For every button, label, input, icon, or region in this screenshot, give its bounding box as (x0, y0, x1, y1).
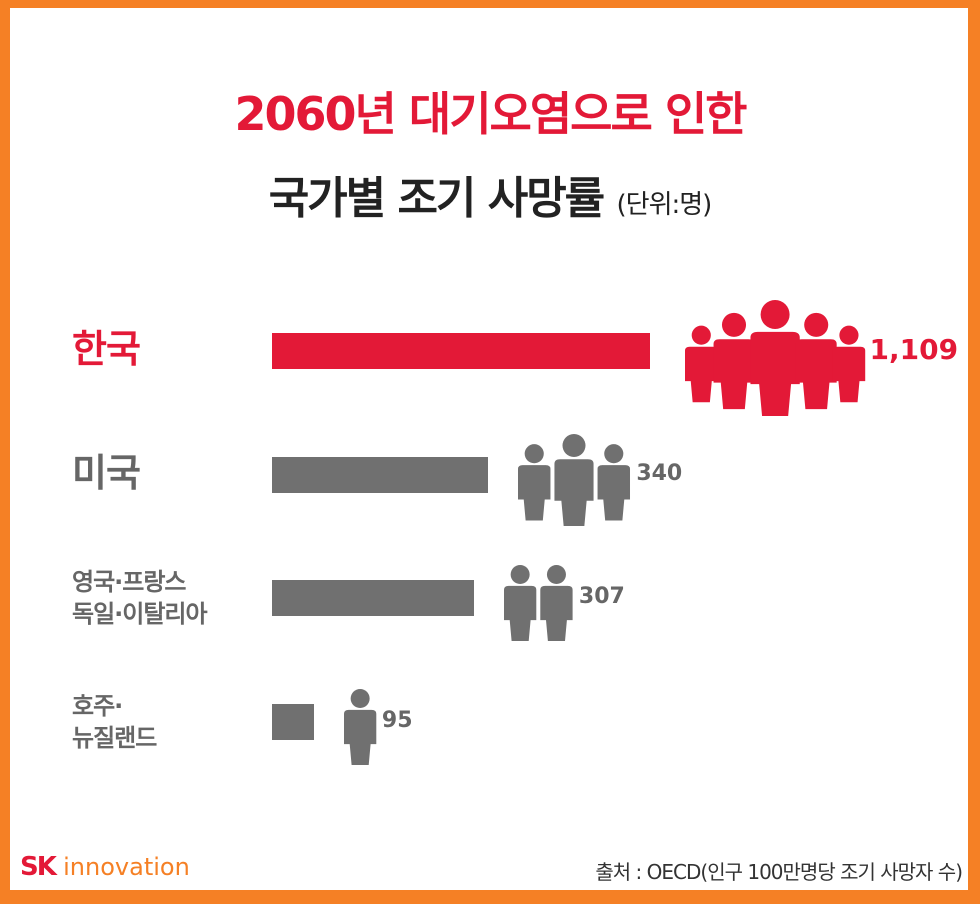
category-label-line: 영국·프랑스 (72, 568, 187, 596)
logo-sk: SK (20, 852, 57, 882)
category-label-line: 한국 (72, 327, 141, 371)
source-note: 출처 : OECD(인구 100만명당 조기 사망자 수) (595, 860, 963, 884)
bar (272, 457, 489, 493)
value-label: 1,109 (869, 333, 959, 366)
person-icon (750, 300, 801, 416)
title-line2: 국가별 조기 사망률 (단위:명) (0, 162, 980, 226)
value-label: 307 (578, 584, 625, 609)
people-icons (685, 300, 866, 416)
person-icon (597, 444, 631, 521)
person-icon (343, 689, 376, 765)
category-label-line: 호주· (72, 692, 123, 720)
value-label: 340 (636, 461, 683, 486)
person-icon (832, 325, 866, 403)
person-icon (713, 312, 755, 410)
category-label-line: 미국 (72, 451, 141, 495)
people-icons (343, 689, 376, 765)
person-icon (554, 434, 594, 526)
bar (272, 333, 651, 369)
bar (272, 704, 314, 740)
panel (10, 8, 968, 890)
person-icon (685, 325, 718, 403)
person-icon (504, 565, 537, 641)
sk-innovation-logo: SK innovation (20, 852, 190, 882)
title-line1: 2060년 대기오염으로 인한 (234, 87, 748, 141)
category-label: 한국 (72, 327, 141, 371)
category-label-line: 독일·이탈리아 (72, 600, 208, 628)
logo-innovation: innovation (63, 853, 190, 881)
unit-label: (단위:명) (616, 190, 713, 220)
bar (272, 580, 475, 616)
title-text: 국가별 조기 사망률 (268, 173, 605, 224)
person-icon (796, 312, 837, 410)
category-label-line: 뉴질랜드 (72, 724, 157, 752)
people-icons (518, 434, 631, 526)
person-icon (540, 565, 573, 641)
category-label: 호주· 뉴질랜드 (72, 690, 157, 754)
people-icons (504, 565, 573, 641)
person-icon (518, 444, 551, 521)
value-label: 95 (381, 708, 413, 733)
category-label: 미국 (72, 451, 141, 495)
